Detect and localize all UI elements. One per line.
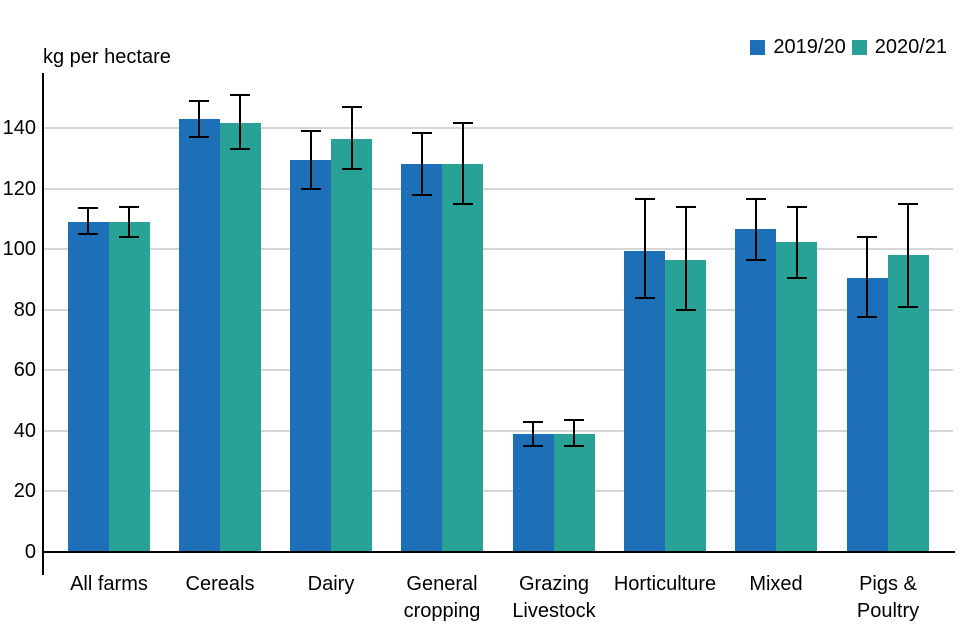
gridline-40 [43,430,953,432]
gridline-80 [43,309,953,311]
legend-label-2019-20: 2019/20 [773,36,846,58]
error-bar-cap-top-2020-21-grazing-livestock [564,419,584,421]
error-bar-cap-top-2019-20-mixed [746,198,766,200]
error-bar-stem-2019-20-mixed [755,199,757,260]
error-bar-cap-bottom-2019-20-horticulture [635,297,655,299]
y-tick-label-60: 60 [13,359,36,381]
error-bar-stem-2020-21-general-cropping [462,123,464,204]
gridline-100 [43,248,953,250]
error-bar-cap-top-2020-21-mixed [787,206,807,208]
y-axis-line [42,73,44,575]
bar-2020-21-mixed [776,242,818,552]
y-axis-unit-label: kg per hectare [43,46,171,68]
error-bar-stem-2019-20-cereals [198,101,200,137]
error-bar-cap-bottom-2019-20-grazing-livestock [523,445,543,447]
bar-2019-20-grazing-livestock [512,434,554,552]
bar-2019-20-cereals [178,119,220,552]
error-bar-stem-2020-21-dairy [351,107,353,169]
error-bar-cap-bottom-2020-21-dairy [342,168,362,170]
x-axis-label-pigs-poultry: Pigs & Poultry [856,573,920,622]
error-bar-cap-bottom-2019-20-general-cropping [412,194,432,196]
legend-swatch-2020-21 [851,40,867,55]
legend-swatch-2019-20 [750,40,766,55]
legend-label-2020-21: 2020/21 [874,36,947,58]
y-tick-label-100: 100 [2,238,36,260]
bar-2020-21-cereals [219,123,261,552]
bar-2019-20-general-cropping [401,164,443,552]
error-bar-stem-2019-20-pigs-poultry [866,237,868,317]
error-bar-cap-top-2019-20-cereals [189,100,209,102]
error-bar-cap-bottom-2020-21-mixed [787,277,807,279]
error-bar-cap-top-2020-21-dairy [342,106,362,108]
error-bar-stem-2020-21-mixed [796,207,798,278]
error-bar-stem-2019-20-grazing-livestock [532,422,534,446]
error-bar-stem-2019-20-all-farms [87,208,89,234]
error-bar-cap-top-2019-20-dairy [301,130,321,132]
bar-2020-21-grazing-livestock [553,434,595,552]
error-bar-cap-bottom-2019-20-dairy [301,188,321,190]
error-bar-cap-top-2019-20-pigs-poultry [857,236,877,238]
bar-2020-21-dairy [331,139,373,552]
x-axis-label-mixed: Mixed [749,573,803,595]
error-bar-cap-bottom-2020-21-grazing-livestock [564,445,584,447]
x-axis-label-dairy: Dairy [307,573,355,595]
x-axis-label-all-farms: All farms [70,573,148,595]
x-axis-label-grazing-livestock: Grazing Livestock [512,573,596,622]
error-bar-cap-bottom-2020-21-all-farms [119,236,139,238]
gridline-120 [43,188,953,190]
y-tick-label-20: 20 [13,480,36,502]
legend-item-2020-21: 2020/21 [851,36,947,59]
legend-item-2019-20: 2019/20 [750,36,846,59]
error-bar-stem-2019-20-general-cropping [421,133,423,195]
y-tick-label-140: 140 [2,117,36,139]
error-bar-cap-top-2019-20-horticulture [635,198,655,200]
y-tick-label-120: 120 [2,178,36,200]
x-axis-label-general-cropping: General cropping [403,573,481,622]
error-bar-stem-2019-20-horticulture [644,199,646,298]
error-bar-cap-top-2020-21-all-farms [119,206,139,208]
error-bar-cap-top-2019-20-grazing-livestock [523,421,543,423]
bar-2020-21-all-farms [108,222,150,552]
x-axis-label-cereals: Cereals [185,573,255,595]
bar-2020-21-general-cropping [442,164,484,552]
x-axis-label-horticulture: Horticulture [613,573,717,595]
y-tick-label-80: 80 [13,299,36,321]
error-bar-cap-bottom-2019-20-cereals [189,136,209,138]
error-bar-stem-2020-21-grazing-livestock [573,420,575,446]
bar-2019-20-pigs-poultry [846,278,888,552]
error-bar-cap-bottom-2019-20-pigs-poultry [857,316,877,318]
chart-legend: 2019/20 2020/21 [750,36,947,59]
error-bar-cap-top-2019-20-general-cropping [412,132,432,134]
error-bar-stem-2019-20-dairy [310,131,312,189]
bar-2019-20-mixed [735,229,777,552]
error-bar-cap-bottom-2020-21-pigs-poultry [898,306,918,308]
y-tick-label-0: 0 [24,541,36,563]
gridline-60 [43,369,953,371]
bar-2019-20-horticulture [624,251,665,552]
error-bar-cap-bottom-2020-21-horticulture [676,309,696,311]
error-bar-stem-2020-21-all-farms [128,207,130,237]
error-bar-cap-bottom-2020-21-cereals [230,148,250,150]
error-bar-cap-bottom-2019-20-all-farms [78,233,98,235]
x-axis-line [43,551,955,553]
gridline-20 [43,490,953,492]
error-bar-cap-top-2019-20-all-farms [78,207,98,209]
bar-2019-20-dairy [290,160,332,552]
error-bar-cap-top-2020-21-pigs-poultry [898,203,918,205]
error-bar-stem-2020-21-pigs-poultry [907,204,909,307]
error-bar-cap-bottom-2019-20-mixed [746,259,766,261]
error-bar-stem-2020-21-horticulture [685,207,687,310]
gridline-140 [43,127,953,129]
bar-2019-20-all-farms [67,222,109,552]
error-bar-cap-bottom-2020-21-general-cropping [453,203,473,205]
error-bar-cap-top-2020-21-horticulture [676,206,696,208]
error-bar-cap-top-2020-21-general-cropping [453,122,473,124]
y-tick-label-40: 40 [13,420,36,442]
error-bar-stem-2020-21-cereals [239,95,241,149]
error-bar-cap-top-2020-21-cereals [230,94,250,96]
